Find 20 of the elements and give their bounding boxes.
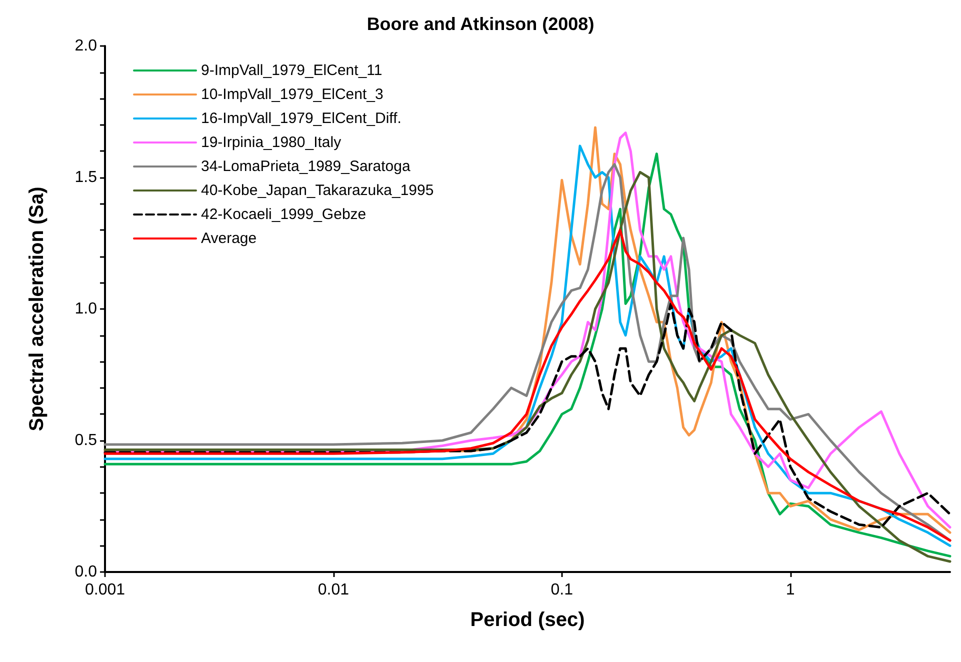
- x-tick-label: 0.01: [318, 582, 350, 598]
- legend-label: 10-ImpVall_1979_ElCent_3: [201, 86, 384, 103]
- legend-label: 42-Kocaeli_1999_Gebze: [201, 206, 366, 223]
- legend-label: 16-ImpVall_1979_ElCent_Diff.: [201, 110, 402, 127]
- x-axis-title: Period (sec): [470, 609, 585, 631]
- legend-label: 9-ImpVall_1979_ElCent_11: [201, 62, 382, 79]
- y-tick-label: 0.5: [74, 432, 98, 449]
- legend-label: Average: [201, 230, 257, 247]
- legend-label: 19-Irpinia_1980_Italy: [201, 134, 342, 151]
- x-tick-label: 1: [786, 582, 795, 598]
- y-tick-label: 0.0: [74, 564, 98, 580]
- chart-title: Boore and Atkinson (2008): [366, 14, 594, 34]
- y-tick-label: 2.0: [74, 38, 98, 54]
- y-tick-label: 1.0: [74, 300, 98, 318]
- x-tick-label: 0.001: [84, 582, 126, 598]
- x-tick-label: 0.1: [550, 582, 574, 598]
- y-axis-title: Spectral acceleration (Sa): [26, 186, 48, 432]
- y-tick-label: 1.5: [74, 169, 98, 186]
- legend-label: 34-LomaPrieta_1989_Saratoga: [201, 158, 411, 175]
- legend-label: 40-Kobe_Japan_Takarazuka_1995: [201, 182, 434, 199]
